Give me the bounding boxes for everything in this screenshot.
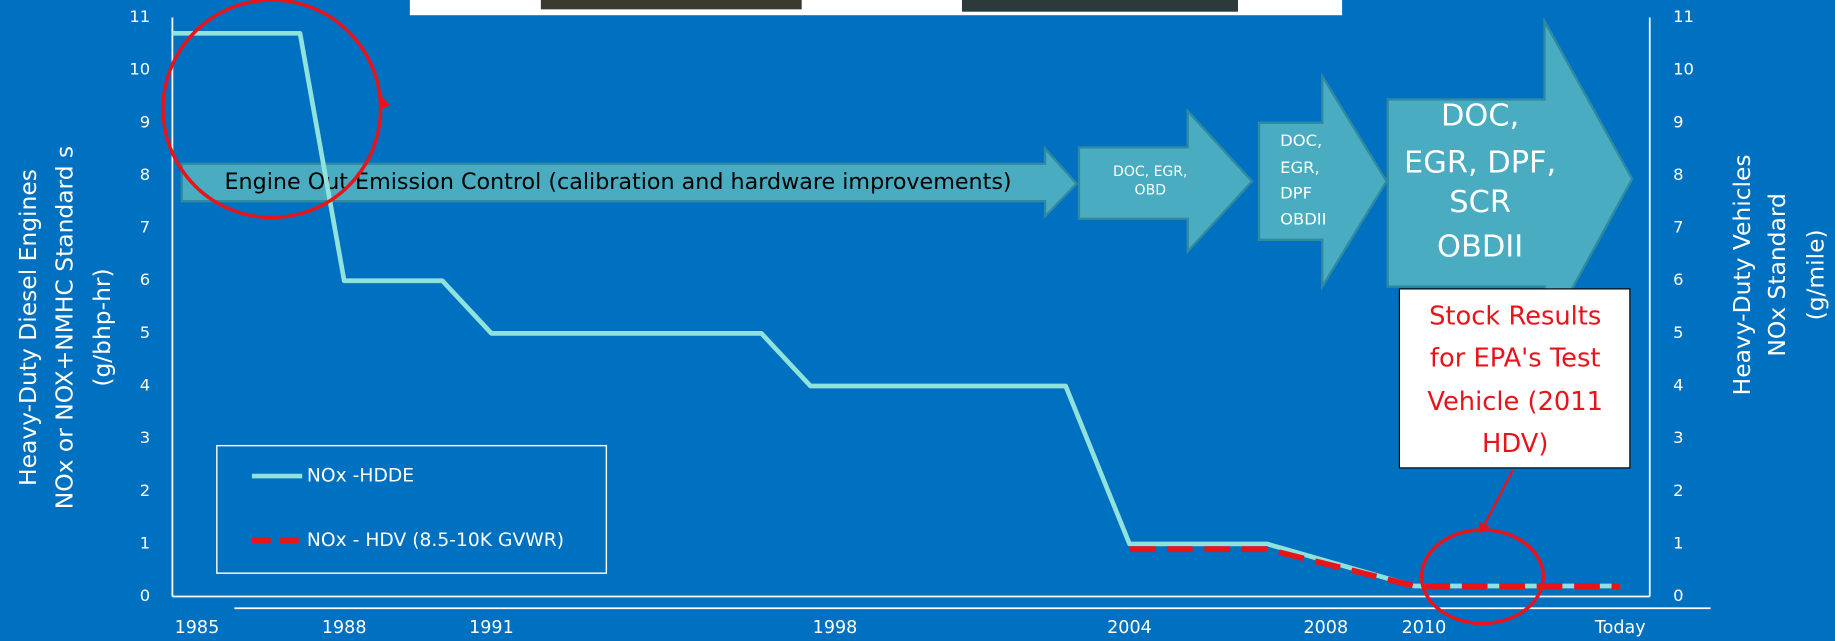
y-tick-label: 1 [140, 533, 150, 552]
callout-text: Stock Results [1429, 301, 1601, 331]
photo [961, 0, 1238, 12]
highlight-circle [1419, 528, 1546, 626]
x-tick-label: 2004 [1107, 618, 1152, 638]
y2-tick-label: 3 [1673, 428, 1683, 447]
y-tick-label: 2 [140, 481, 150, 500]
y2-tick-label: 0 [1673, 586, 1683, 605]
y-tick-label: 0 [140, 586, 150, 605]
y-tick-label: 6 [140, 270, 150, 289]
annotation: EGR, DPF, [1404, 145, 1556, 180]
plot-frame [171, 17, 1711, 610]
y2-tick-label: 7 [1673, 218, 1683, 237]
callout-text: for EPA's Test [1430, 344, 1601, 374]
annotation: EGR, [1280, 158, 1320, 177]
y2-tick-label: 4 [1673, 376, 1683, 395]
y2-tick-label: 1 [1673, 533, 1683, 552]
arrow [180, 145, 1079, 220]
series-line [172, 30, 1621, 589]
y2-axis-title: Heavy-Duty Vehicles [1728, 154, 1756, 395]
y2-tick-label: 8 [1673, 165, 1683, 184]
y-tick-label: 5 [140, 323, 150, 342]
legend-box [216, 444, 608, 574]
y2-tick-label: 6 [1673, 270, 1683, 289]
y-tick-label: 11 [129, 7, 150, 26]
annotation: DPF [1280, 184, 1312, 203]
annotation: OBD [1135, 183, 1166, 199]
arrow [1257, 71, 1388, 291]
x-tick-label: Today [1594, 618, 1646, 638]
x-tick-label: 2008 [1303, 618, 1348, 638]
circle-arrowhead [380, 95, 390, 110]
annotation: DOC, [1441, 98, 1519, 133]
arrow [1386, 16, 1634, 340]
y2-tick-label: 5 [1673, 323, 1683, 342]
annotation: OBDII [1437, 229, 1523, 264]
arrows [180, 16, 1634, 340]
highlight-circle [161, 0, 383, 220]
x-tick-label: 1998 [813, 618, 858, 638]
y2-axis-title: (g/mile) [1802, 229, 1830, 320]
y-tick-label: 4 [140, 376, 150, 395]
callout-text: HDV) [1482, 429, 1548, 459]
arrow [1077, 108, 1254, 255]
y2-tick-label: 2 [1673, 481, 1683, 500]
y-axis-title: Heavy-Duty Diesel Engines [14, 169, 42, 486]
annotation: Engine Out Emission Control (calibration… [225, 169, 1012, 195]
legend-label: NOx -HDDE [307, 466, 414, 487]
y2-tick-label: 10 [1673, 60, 1694, 79]
x-tick-label: 1985 [175, 618, 220, 638]
y-tick-label: 8 [140, 165, 150, 184]
callout-text: Vehicle (2011 [1427, 387, 1603, 417]
legend: NOx -HDDE NOx - HDV (8.5-10K GVWR) [216, 444, 608, 574]
x-tick-label: 1991 [469, 618, 514, 638]
annotation: OBDII [1280, 209, 1326, 228]
y-tick-label: 9 [140, 112, 150, 131]
legend-label: NOx - HDV (8.5-10K GVWR) [307, 530, 564, 551]
callout-box [1398, 288, 1631, 469]
y-tick-label: 10 [129, 60, 150, 79]
y-tick-label: 3 [140, 428, 150, 447]
y2-axis-title: NOx Standard [1763, 193, 1791, 356]
callout-pointer [1482, 469, 1514, 527]
y-axis-title: NOx or NOX+NMHC Standard s [50, 146, 78, 509]
annotation: DOC, EGR, [1113, 164, 1187, 180]
y-tick-label: 7 [140, 218, 150, 237]
x-tick-label: 1988 [322, 618, 367, 638]
annotation: SCR [1449, 185, 1511, 220]
plot [172, 30, 1621, 589]
annotation: DOC, [1280, 131, 1322, 150]
x-tick-label: 2010 [1402, 618, 1447, 638]
photo [540, 0, 802, 10]
series-line [1129, 546, 1621, 589]
y2-tick-label: 9 [1673, 112, 1683, 131]
y2-tick-label: 11 [1673, 7, 1694, 26]
y-axis-title: (g/bhp-hr) [88, 268, 116, 386]
